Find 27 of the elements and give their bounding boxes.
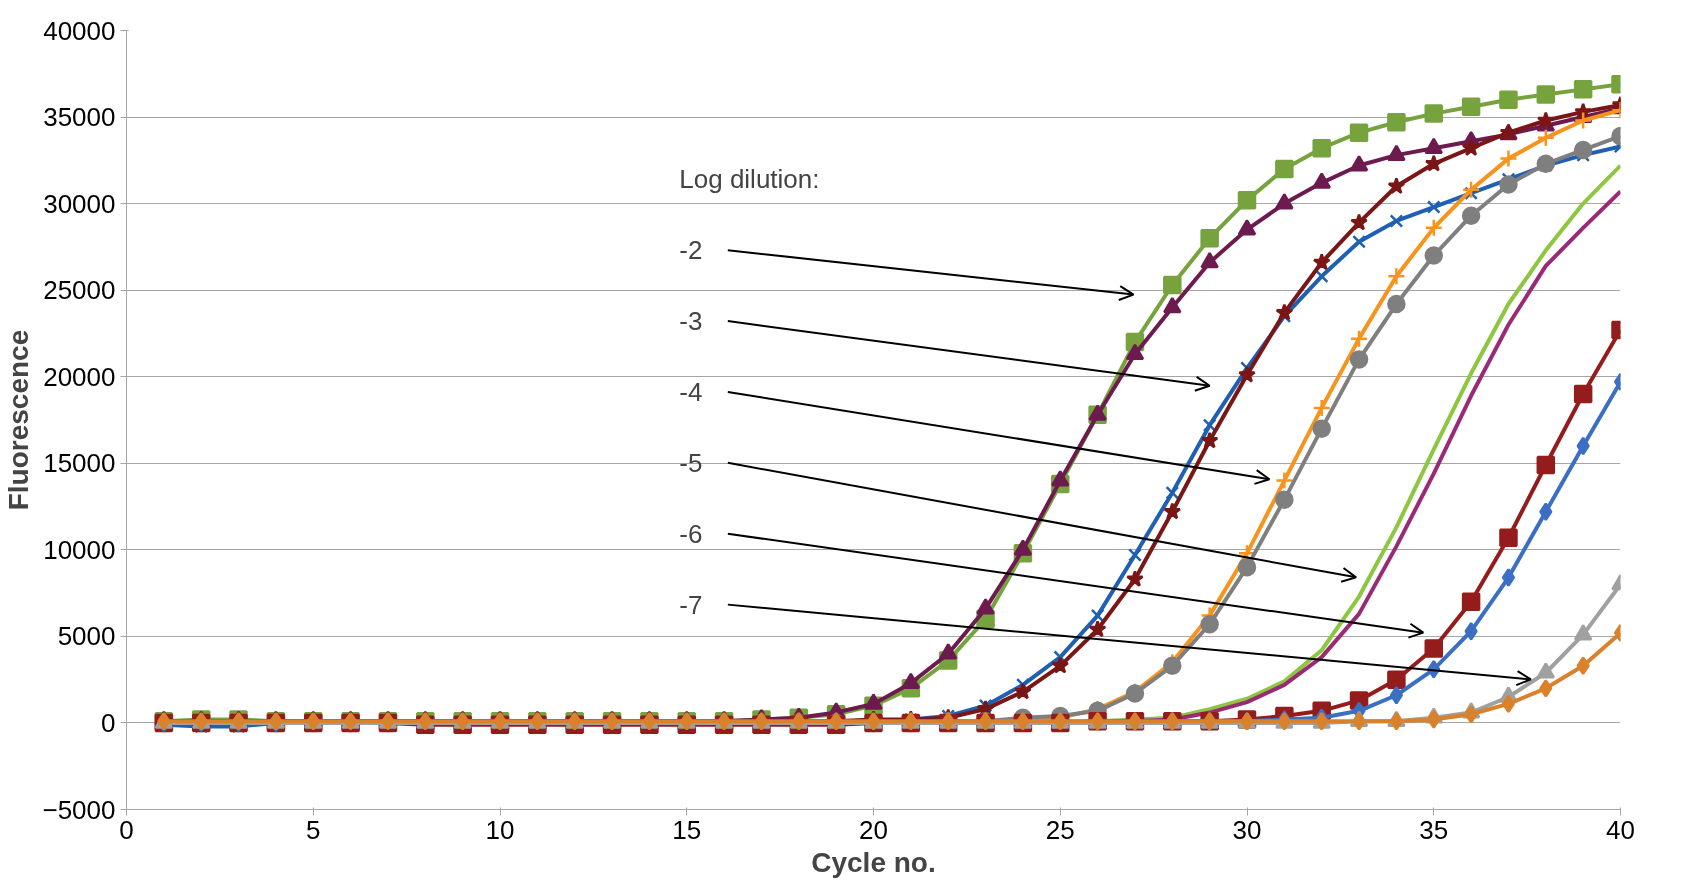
x-tick-label: 35: [1419, 814, 1449, 845]
y-tick-label: −5000: [42, 794, 116, 825]
y-tick-label: 30000: [43, 188, 116, 219]
y-tick-label: 40000: [43, 15, 116, 46]
x-tick-label: 15: [672, 814, 702, 845]
y-tick-label: 15000: [43, 448, 116, 479]
y-tick-label: 20000: [43, 361, 116, 392]
x-tick-label: 25: [1045, 814, 1075, 845]
annotation: -7: [679, 589, 703, 620]
x-tick-label: 5: [306, 814, 321, 845]
annotation: -5: [679, 447, 703, 478]
annotation: Log dilution:: [679, 163, 820, 194]
y-tick-label: 35000: [43, 102, 116, 133]
annotation: -4: [679, 376, 703, 407]
x-axis-title: Cycle no.: [811, 846, 936, 878]
y-tick-label: 0: [101, 707, 116, 738]
x-tick-label: 20: [859, 814, 888, 845]
x-tick-label: 40: [1606, 814, 1635, 845]
annotation: -2: [679, 235, 703, 266]
y-axis-title: Fluorescence: [3, 329, 35, 511]
y-tick-label: 25000: [43, 275, 116, 306]
y-tick-label: 10000: [43, 534, 116, 565]
annotation: -6: [679, 518, 703, 549]
x-tick-label: 10: [485, 814, 515, 845]
x-tick-label: 30: [1232, 814, 1262, 845]
annotation: -3: [679, 306, 703, 337]
y-tick-label: 5000: [57, 621, 116, 652]
